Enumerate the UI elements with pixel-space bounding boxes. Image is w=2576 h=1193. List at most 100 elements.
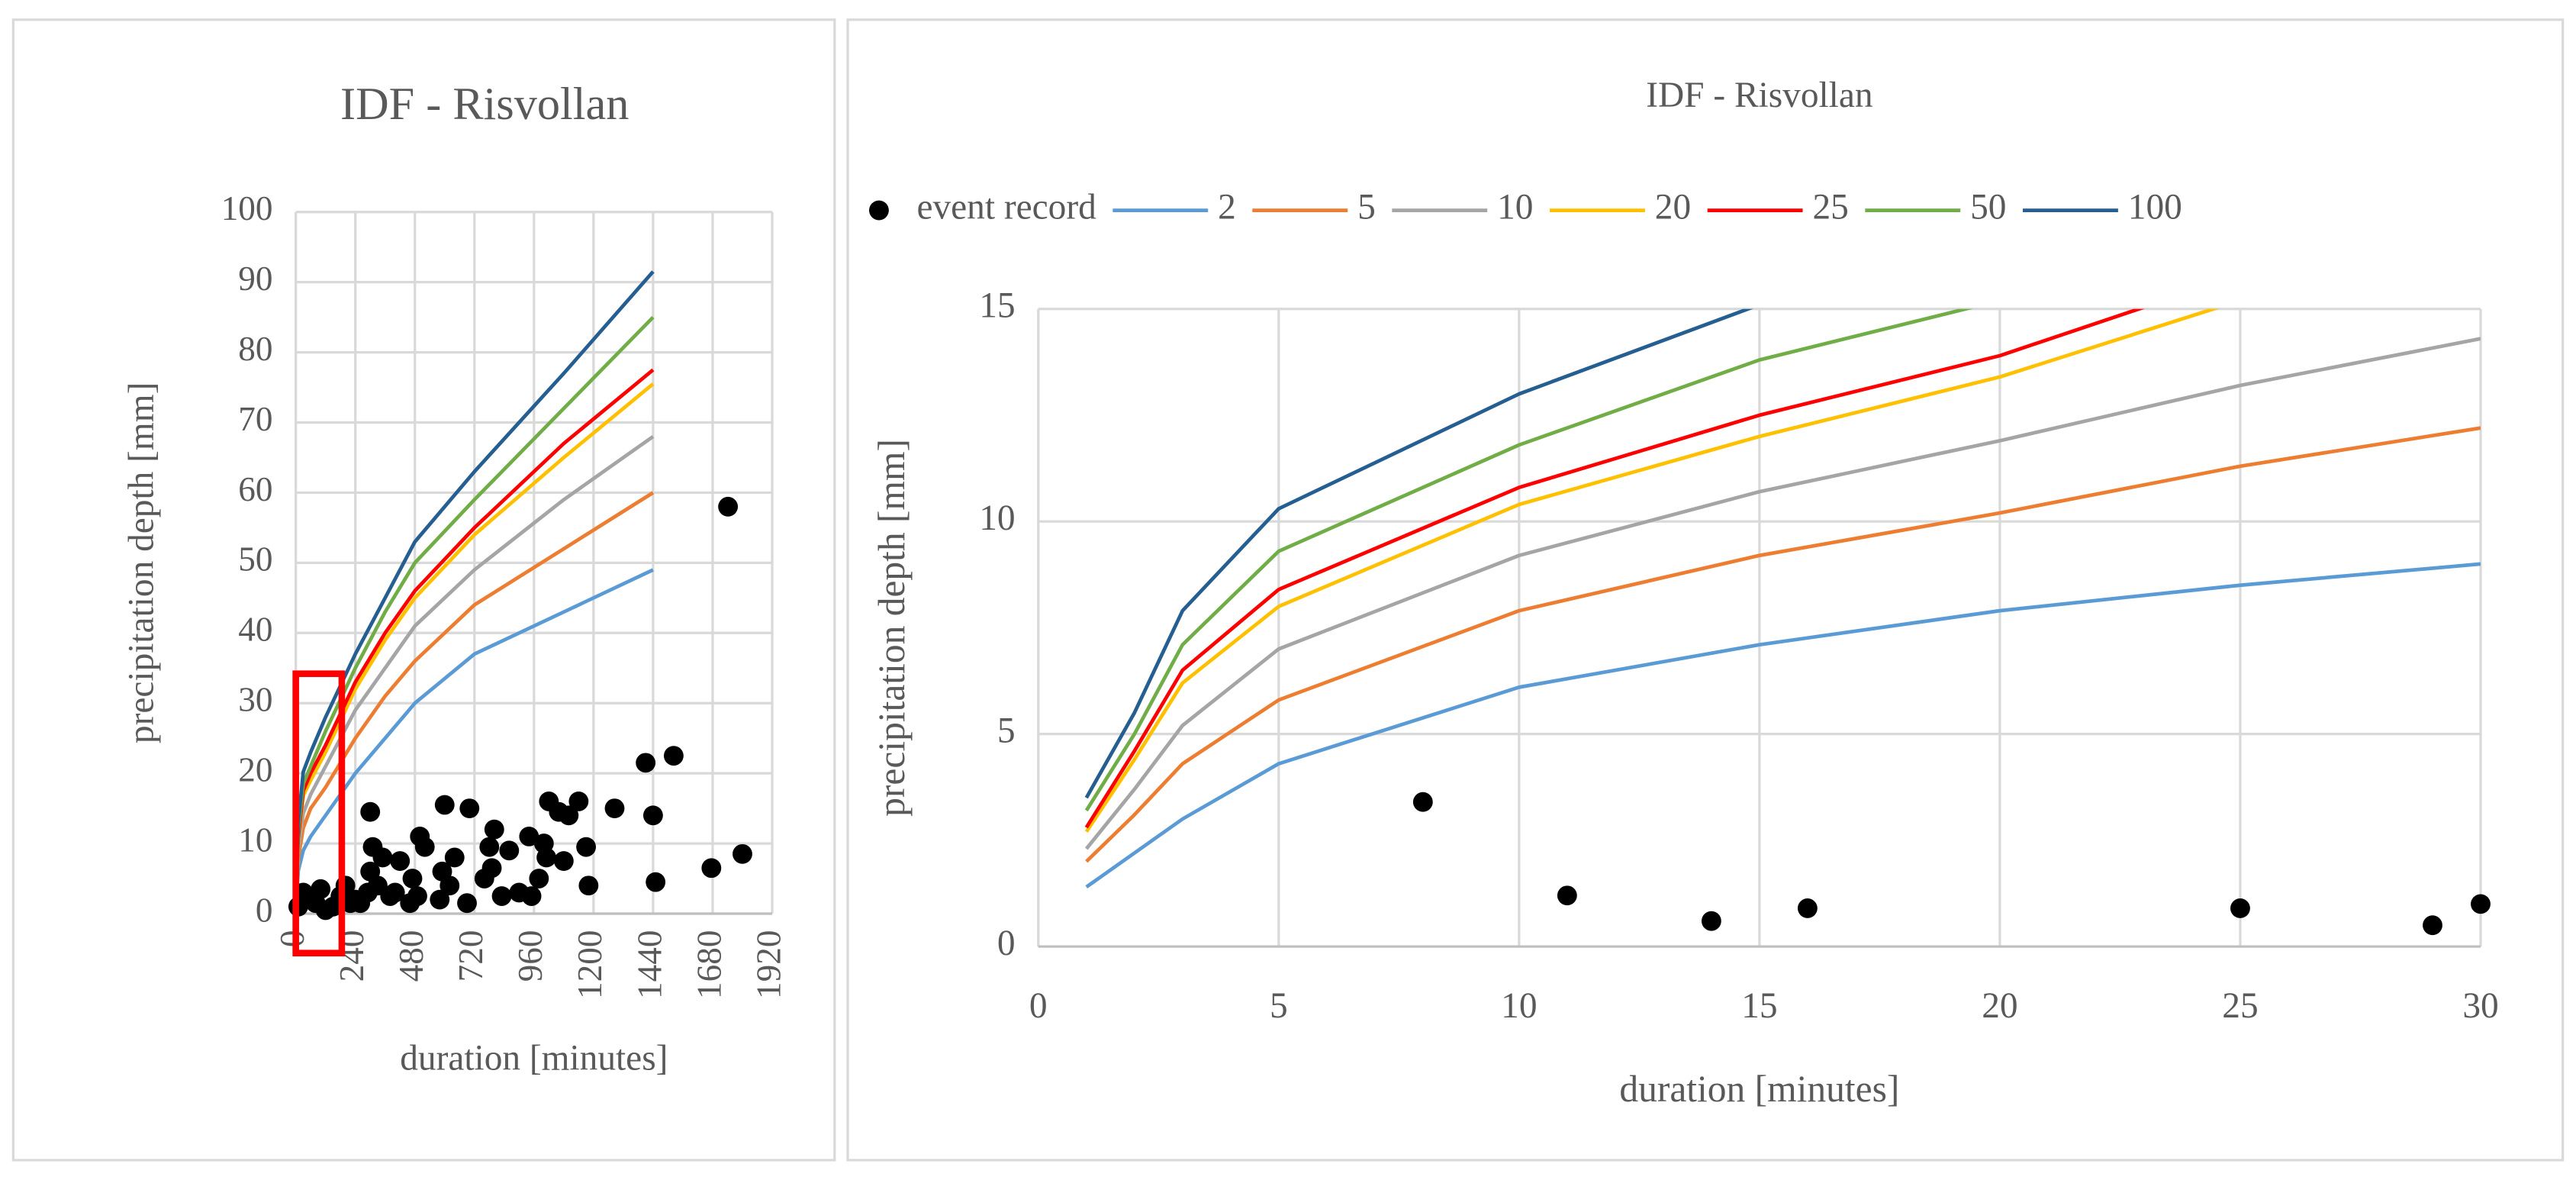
event-point: [646, 872, 666, 892]
x-tick-label: 1440: [630, 930, 668, 999]
x-tick-label: 5: [1270, 986, 1288, 1026]
event-point: [1701, 911, 1721, 931]
event-point: [360, 801, 381, 822]
y-tick-label: 20: [238, 751, 272, 789]
legend-label: 50: [1970, 187, 2006, 227]
event-point: [414, 837, 435, 857]
chart-title: IDF - Risvollan: [1646, 76, 1872, 115]
chart-title: IDF - Risvollan: [340, 79, 629, 130]
x-tick-label: 20: [1982, 986, 2017, 1026]
legend-label: 20: [1655, 187, 1691, 227]
event-point: [2471, 894, 2491, 914]
event-point: [576, 837, 597, 857]
x-axis-label: duration [minutes]: [1619, 1068, 1899, 1110]
y-tick-label: 10: [979, 498, 1015, 538]
event-point: [1412, 792, 1433, 812]
y-tick-label: 0: [997, 924, 1016, 963]
y-axis-label: precipitation depth [mm]: [871, 439, 913, 817]
event-point: [457, 893, 477, 914]
series-line: [1085, 562, 2481, 889]
event-point: [2230, 898, 2250, 918]
x-tick-label: 0: [1029, 986, 1048, 1026]
event-point: [479, 837, 500, 857]
event-point: [2423, 915, 2442, 936]
x-tick-label: 1200: [571, 930, 609, 999]
y-tick-label: 80: [238, 330, 272, 368]
y-tick-label: 0: [256, 891, 273, 929]
chart-frame: [846, 18, 2565, 1162]
legend-label: 25: [1812, 187, 1848, 227]
y-tick-label: 15: [979, 286, 1015, 326]
event-point: [604, 798, 625, 819]
legend-label: 2: [1218, 187, 1236, 227]
event-point: [484, 819, 504, 840]
event-point: [385, 882, 405, 903]
event-point: [311, 879, 331, 899]
event-point: [491, 886, 512, 906]
event-point: [718, 496, 739, 517]
x-tick-label: 25: [2222, 986, 2258, 1026]
plot-area: [1084, 308, 2481, 889]
x-tick-label: 960: [511, 930, 549, 982]
y-tick-label: 10: [238, 821, 272, 859]
event-point: [642, 805, 663, 826]
legend-label: 5: [1357, 187, 1376, 227]
x-tick-label: 0: [273, 930, 311, 948]
event-point: [553, 851, 574, 871]
x-tick-label: 480: [392, 930, 430, 982]
event-point: [559, 805, 579, 826]
event-point: [372, 847, 393, 868]
series-line: [1084, 308, 1753, 799]
y-tick-label: 40: [238, 611, 272, 649]
plot-area: [295, 270, 655, 904]
legend-label: 100: [2128, 187, 2182, 227]
series-line: [1084, 308, 2145, 829]
event-point: [1797, 898, 1818, 918]
y-tick-label: 70: [238, 400, 272, 438]
event-point: [430, 889, 450, 910]
event-point: [519, 826, 539, 846]
event-point: [390, 851, 411, 871]
event-point: [536, 847, 556, 868]
event-point: [499, 840, 520, 861]
event-point: [701, 858, 722, 879]
series-line: [1084, 308, 2220, 833]
y-axis-label: precipitation depth [mm]: [121, 382, 161, 743]
event-point: [459, 798, 480, 819]
event-point: [578, 875, 599, 896]
event-point: [434, 795, 455, 815]
x-tick-label: 15: [1741, 986, 1777, 1026]
y-tick-label: 100: [221, 189, 273, 227]
series-line: [295, 568, 654, 904]
x-axis-label: duration [minutes]: [400, 1039, 668, 1079]
series-line: [1085, 426, 2481, 863]
event-point: [529, 869, 549, 888]
legend-label: event record: [916, 187, 1096, 227]
event-point: [568, 792, 589, 811]
event-point: [636, 753, 656, 773]
y-tick-label: 30: [238, 681, 272, 719]
x-tick-label: 720: [452, 930, 490, 982]
event-point: [733, 843, 752, 864]
event-point: [521, 886, 542, 906]
legend-label: 10: [1497, 187, 1533, 227]
y-tick-label: 50: [238, 540, 272, 579]
event-point: [444, 847, 465, 868]
x-tick-label: 30: [2462, 986, 2498, 1026]
event-point: [663, 746, 684, 766]
event-point: [402, 869, 423, 888]
x-tick-label: 1920: [749, 930, 787, 999]
event-point: [407, 886, 427, 906]
series-line: [295, 270, 655, 889]
y-tick-label: 90: [238, 260, 272, 298]
highlight-box: [292, 670, 346, 956]
legend-marker: [869, 200, 889, 221]
y-tick-label: 5: [997, 711, 1016, 751]
event-point: [440, 875, 460, 896]
series-line: [1084, 337, 2481, 850]
y-tick-label: 60: [238, 470, 272, 508]
series-line: [1084, 308, 1973, 812]
x-tick-label: 1680: [690, 930, 728, 999]
